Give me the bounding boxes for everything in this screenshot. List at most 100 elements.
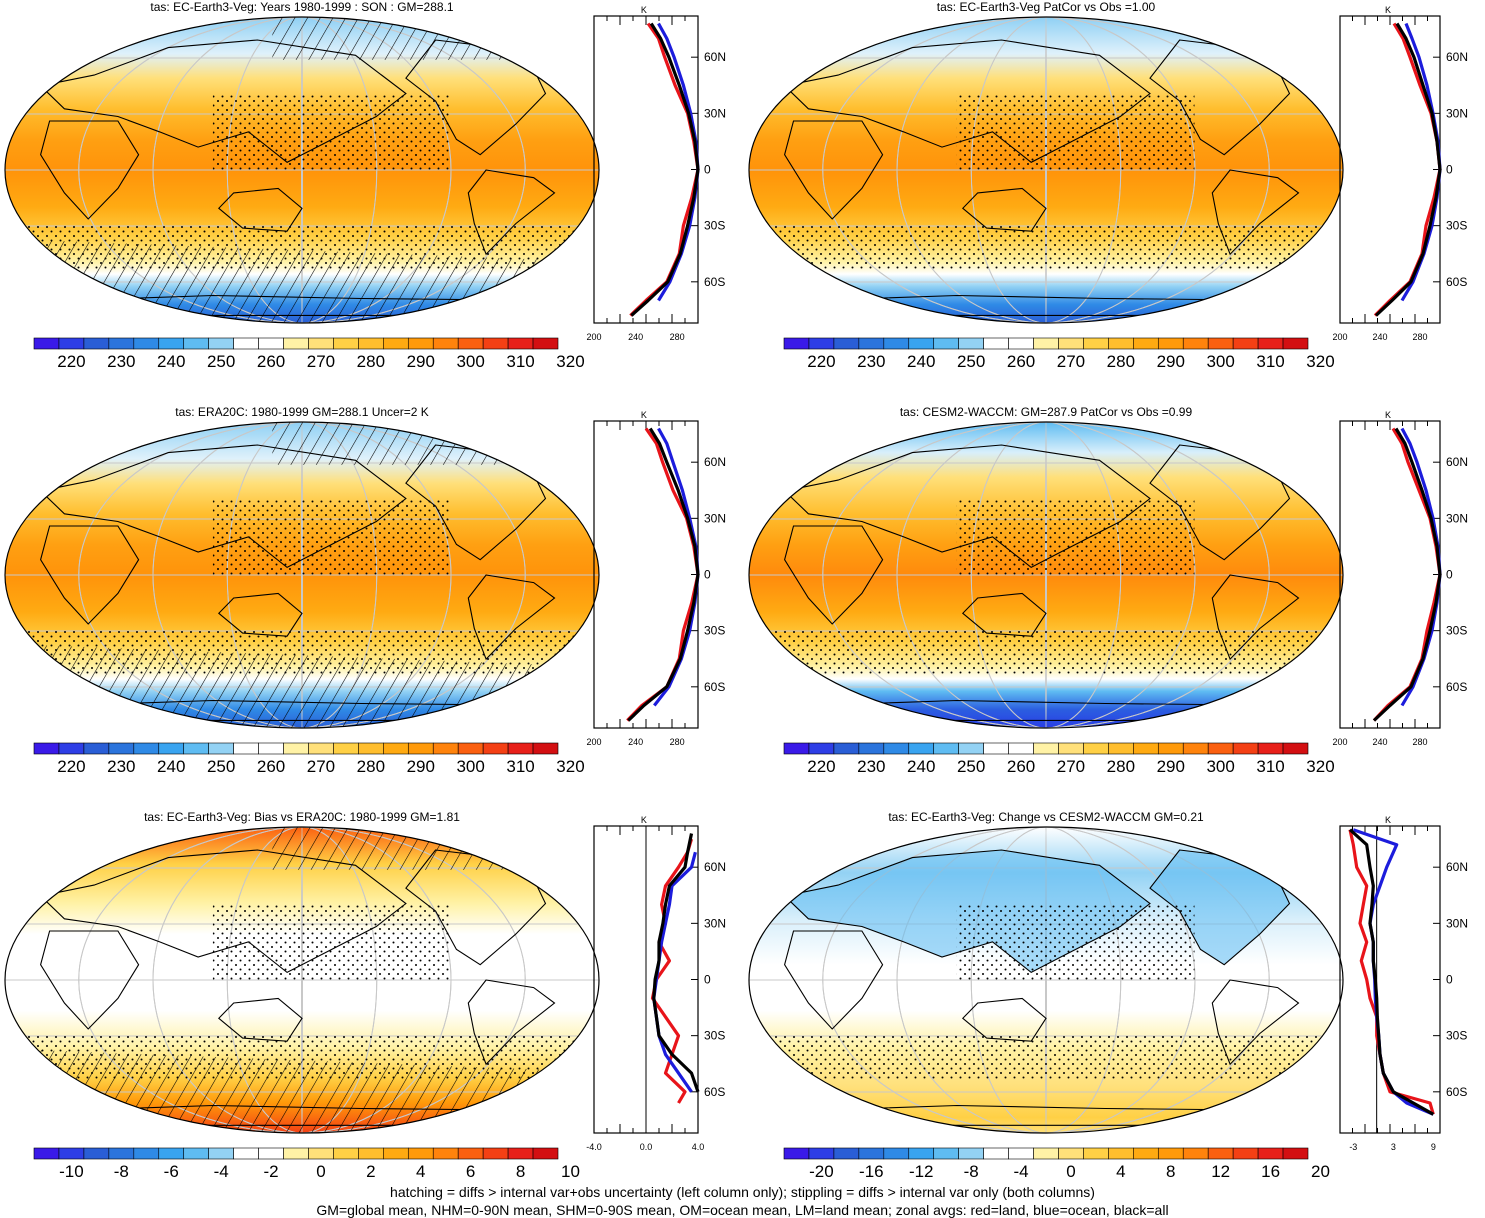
colorbar-box — [58, 1147, 85, 1160]
colorbar-box — [858, 742, 885, 755]
colorbar-tick-label: 280 — [357, 352, 385, 371]
colorbar-box — [858, 1147, 885, 1160]
zonal-x-tick-label: 240 — [1372, 737, 1387, 747]
colorbar-box — [407, 742, 434, 755]
panel-p4: 220 230 240 250 260 270 280 290 300 310 320 K 200 240… — [748, 410, 1468, 776]
colorbar-box — [308, 1147, 334, 1160]
colorbar-box — [1133, 742, 1159, 755]
zonal-series-land — [650, 838, 694, 1104]
colorbar-box — [833, 337, 860, 350]
colorbar-tick-label: -20 — [809, 1162, 834, 1181]
colorbar-tick-label: 4 — [416, 1162, 425, 1181]
map-border — [4, 421, 600, 729]
zonal-x-tick-label: 280 — [1412, 737, 1427, 747]
colorbar-box — [1282, 742, 1309, 755]
colorbar-tick-label: 220 — [807, 352, 835, 371]
zonal-lat-tick-label: 60N — [704, 50, 726, 64]
colorbar-tick-label: 300 — [1206, 757, 1234, 776]
zonal-x-tick-label: 200 — [586, 332, 601, 342]
colorbar-box — [233, 742, 259, 755]
colorbar-box — [1182, 337, 1209, 350]
zonal-lat-tick-label: 0 — [704, 163, 711, 177]
colorbar-box — [983, 742, 1009, 755]
zonal-series-all — [627, 427, 700, 722]
zonal-frame — [1339, 420, 1441, 729]
colorbar-box — [283, 337, 309, 350]
colorbar-tick-label: 6 — [466, 1162, 475, 1181]
colorbar-tick-label: 310 — [1256, 352, 1284, 371]
colorbar-box — [1083, 337, 1109, 350]
colorbar-box — [183, 337, 209, 350]
panel-p2: 220 230 240 250 260 270 280 290 300 310 320 K 200 240… — [748, 5, 1468, 371]
colorbar-box — [983, 337, 1009, 350]
zonal-unit-label: K — [1385, 410, 1391, 420]
colorbar-box — [58, 337, 85, 350]
zonal-lat-tick-label: 30N — [704, 511, 726, 525]
colorbar-tick-label: 320 — [1306, 352, 1334, 371]
zonal-lat-tick-label: 30N — [1446, 916, 1468, 930]
colorbar-box — [158, 742, 185, 755]
colorbar-box — [507, 742, 534, 755]
colorbar-box — [133, 337, 160, 350]
colorbar-box — [383, 337, 409, 350]
colorbar-box — [833, 742, 860, 755]
colorbar-box — [233, 1147, 259, 1160]
colorbar-tick-label: 260 — [257, 757, 285, 776]
colorbar-box — [933, 742, 959, 755]
colorbar-box — [1157, 1147, 1184, 1160]
hatching — [272, 422, 510, 465]
zonal-x-tick-label: 4.0 — [692, 1142, 705, 1152]
colorbar-box — [83, 337, 110, 350]
colorbar-box — [883, 742, 910, 755]
colorbar-tick-label: 310 — [506, 757, 534, 776]
stippling — [749, 628, 1343, 675]
colorbar-tick-label: 230 — [107, 352, 135, 371]
colorbar-box — [133, 1147, 160, 1160]
colorbar-box — [1108, 742, 1134, 755]
colorbar-box — [482, 1147, 509, 1160]
map-field — [5, 17, 599, 323]
map-border — [748, 421, 1344, 729]
colorbar-box — [908, 742, 935, 755]
colorbar-box — [808, 742, 835, 755]
stippling — [749, 223, 1343, 270]
footer-line-1: hatching = diffs > internal var+obs unce… — [390, 1184, 1095, 1200]
panel-title-1: tas: EC-Earth3-Veg: Years 1980-1999 : SO… — [150, 0, 454, 14]
graticule-lon — [78, 17, 526, 323]
zonal-x-tick-label: -3 — [1349, 1142, 1357, 1152]
colorbar-box — [1182, 742, 1209, 755]
colorbar-tick-label: 280 — [1107, 352, 1135, 371]
graticule-lon — [152, 422, 452, 728]
zonal-lat-tick-label: 0 — [1446, 973, 1453, 987]
continent-africa — [784, 930, 884, 1030]
colorbar-box — [233, 337, 259, 350]
colorbar-tick-label: 16 — [1261, 1162, 1280, 1181]
zonal-x-tick-label: 280 — [670, 332, 685, 342]
continent-africa — [784, 525, 884, 625]
colorbar-box — [783, 742, 810, 755]
zonal-x-tick-label: 240 — [628, 332, 643, 342]
zonal-series-all — [1348, 828, 1435, 1116]
graticule-lon — [896, 422, 1196, 728]
colorbar-tick-label: 4 — [1116, 1162, 1125, 1181]
stippling — [956, 93, 1195, 170]
zonal-lat-tick-label: 60N — [704, 860, 726, 874]
colorbar-box — [983, 1147, 1009, 1160]
hatching — [272, 17, 510, 60]
zonal-lat-tick-label: 60N — [1446, 50, 1468, 64]
colorbar-tick-label: 290 — [407, 757, 435, 776]
continent-africa — [784, 120, 884, 220]
panel-p5: -10 -8 -6 -4 -2 0 2 4 6 8 10 K -4.0 0.0 4.0 60N 30N 0 30S 6… — [4, 815, 726, 1181]
colorbar-tick-label: -4 — [214, 1162, 229, 1181]
colorbar-box — [1083, 1147, 1109, 1160]
colorbar-box — [532, 1147, 559, 1160]
continent-africa — [40, 525, 140, 625]
zonal-lat-tick-label: 30S — [1446, 1029, 1467, 1043]
colorbar-tick-label: 260 — [257, 352, 285, 371]
zonal-series-land — [626, 427, 700, 722]
colorbar-tick-label: 220 — [807, 757, 835, 776]
colorbar-box — [482, 742, 509, 755]
hatching — [272, 827, 510, 870]
colorbar-box — [783, 337, 810, 350]
colorbar-tick-label: 250 — [207, 352, 235, 371]
